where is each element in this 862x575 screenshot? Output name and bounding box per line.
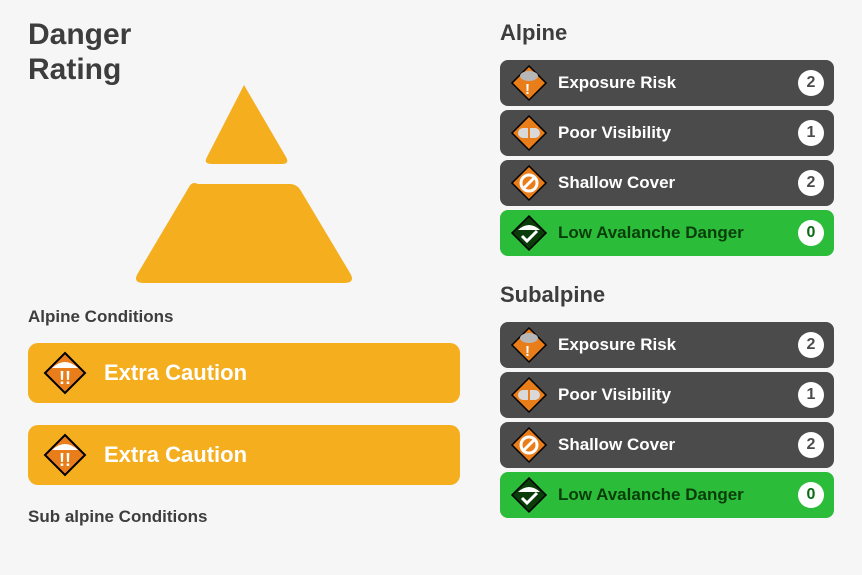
hazard-score: 2 <box>798 70 824 96</box>
alpine-conditions-label: Alpine Conditions <box>28 307 460 327</box>
hazard-label: Exposure Risk <box>558 73 798 93</box>
zone-alpine: Alpine ! Exposure Risk 2 Poor Visibi <box>500 20 834 256</box>
extra-caution-icon: !! <box>42 432 88 478</box>
hazard-label: Shallow Cover <box>558 173 798 193</box>
triangle-icon <box>114 67 374 287</box>
caution-bar[interactable]: !! Extra Caution <box>28 425 460 485</box>
exposure-risk-icon: ! <box>510 326 548 364</box>
right-column: Alpine ! Exposure Risk 2 Poor Visibi <box>500 18 834 557</box>
svg-text:!!: !! <box>59 450 71 470</box>
caution-label: Extra Caution <box>104 360 247 386</box>
hazard-score: 2 <box>798 332 824 358</box>
hazard-score: 1 <box>798 382 824 408</box>
exposure-risk-icon: ! <box>510 64 548 102</box>
hazard-row-exposure[interactable]: ! Exposure Risk 2 <box>500 60 834 106</box>
shallow-cover-icon <box>510 164 548 202</box>
shallow-cover-icon <box>510 426 548 464</box>
caution-label: Extra Caution <box>104 442 247 468</box>
hazard-row-avalanche[interactable]: Low Avalanche Danger 0 <box>500 472 834 518</box>
hazard-row-visibility[interactable]: Poor Visibility 1 <box>500 110 834 156</box>
hazard-row-exposure[interactable]: ! Exposure Risk 2 <box>500 322 834 368</box>
svg-text:!!: !! <box>59 368 71 388</box>
poor-visibility-icon <box>510 114 548 152</box>
hazard-label: Poor Visibility <box>558 123 798 143</box>
extra-caution-icon: !! <box>42 350 88 396</box>
hazard-score: 2 <box>798 432 824 458</box>
hazard-score: 0 <box>798 482 824 508</box>
hazard-row-visibility[interactable]: Poor Visibility 1 <box>500 372 834 418</box>
zone-title: Subalpine <box>500 282 834 308</box>
svg-text:!: ! <box>525 81 530 98</box>
hazard-label: Poor Visibility <box>558 385 798 405</box>
hazard-score: 2 <box>798 170 824 196</box>
hazard-label: Low Avalanche Danger <box>558 223 798 243</box>
hazard-label: Low Avalanche Danger <box>558 485 798 505</box>
svg-text:!: ! <box>525 343 530 360</box>
low-avalanche-icon <box>510 214 548 252</box>
hazard-score: 0 <box>798 220 824 246</box>
zone-subalpine: Subalpine ! Exposure Risk 2 Poor Vis <box>500 282 834 518</box>
caution-bar[interactable]: !! Extra Caution <box>28 343 460 403</box>
hazard-label: Exposure Risk <box>558 335 798 355</box>
subalpine-conditions-label: Sub alpine Conditions <box>28 507 460 527</box>
low-avalanche-icon <box>510 476 548 514</box>
hazard-row-shallow[interactable]: Shallow Cover 2 <box>500 160 834 206</box>
hazard-label: Shallow Cover <box>558 435 798 455</box>
poor-visibility-icon <box>510 376 548 414</box>
left-column: DangerRating Alpine Conditions !! Extra … <box>28 18 460 557</box>
hazard-score: 1 <box>798 120 824 146</box>
zone-title: Alpine <box>500 20 834 46</box>
hazard-row-avalanche[interactable]: Low Avalanche Danger 0 <box>500 210 834 256</box>
hazard-row-shallow[interactable]: Shallow Cover 2 <box>500 422 834 468</box>
danger-rating-triangle <box>114 67 374 287</box>
